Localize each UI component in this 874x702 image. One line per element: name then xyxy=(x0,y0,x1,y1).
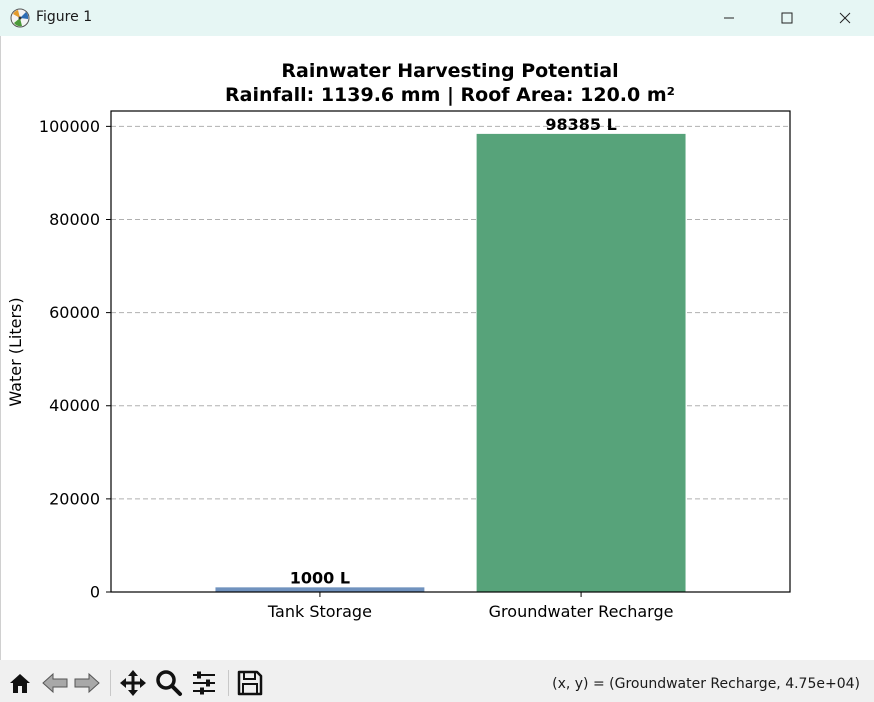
minimize-button[interactable] xyxy=(700,0,758,36)
forward-button[interactable] xyxy=(72,668,102,698)
home-button[interactable] xyxy=(5,668,35,698)
matplotlib-icon xyxy=(10,8,30,28)
y-tick-label: 60000 xyxy=(49,303,100,322)
close-icon xyxy=(839,12,851,24)
chart-title: Rainwater Harvesting Potential xyxy=(281,60,618,82)
forward-icon xyxy=(74,672,100,694)
figure-canvas: Rainwater Harvesting Potential Rainfall:… xyxy=(0,36,874,660)
save-icon xyxy=(237,670,263,696)
y-axis-ticks: 0 20000 40000 60000 80000 100000 xyxy=(39,117,111,602)
plot-frame xyxy=(110,110,791,593)
y-tick-label: 40000 xyxy=(49,396,100,415)
pan-button[interactable] xyxy=(118,668,148,698)
toolbar-separator xyxy=(228,670,229,696)
y-axis-label: Water (Liters) xyxy=(6,297,25,406)
y-tick-label: 0 xyxy=(90,583,100,602)
bar-chart: Rainwater Harvesting Potential Rainfall:… xyxy=(6,60,791,621)
gridlines xyxy=(111,125,790,593)
configure-subplots-icon xyxy=(193,671,215,695)
bars xyxy=(215,133,686,592)
y-tick-label: 20000 xyxy=(49,489,100,508)
window-title: Figure 1 xyxy=(36,9,93,25)
x-axis-ticks: Tank Storage Groundwater Recharge xyxy=(267,592,674,621)
coordinate-readout: (x, y) = (Groundwater Recharge, 4.75e+04… xyxy=(552,676,860,692)
chart-subtitle: Rainfall: 1139.6 mm | Roof Area: 120.0 m… xyxy=(225,84,675,106)
zoom-icon xyxy=(156,670,182,696)
navigation-toolbar: (x, y) = (Groundwater Recharge, 4.75e+04… xyxy=(0,660,874,702)
x-tick-label: Tank Storage xyxy=(267,602,372,621)
bar-value-label: 1000 L xyxy=(290,568,350,587)
pan-icon xyxy=(120,670,146,696)
bar xyxy=(215,587,425,592)
save-button[interactable] xyxy=(235,668,265,698)
zoom-button[interactable] xyxy=(154,668,184,698)
back-icon xyxy=(42,672,68,694)
maximize-icon xyxy=(781,12,793,24)
y-tick-label: 100000 xyxy=(39,117,100,136)
y-tick-label: 80000 xyxy=(49,210,100,229)
maximize-button[interactable] xyxy=(758,0,816,36)
window-titlebar: Figure 1 xyxy=(0,0,874,36)
bar-value-labels: 1000 L 98385 L xyxy=(290,115,617,587)
toolbar-separator xyxy=(110,670,111,696)
close-button[interactable] xyxy=(816,0,874,36)
x-tick-label: Groundwater Recharge xyxy=(489,602,674,621)
back-button[interactable] xyxy=(40,668,70,698)
bar xyxy=(476,133,686,592)
configure-subplots-button[interactable] xyxy=(189,668,219,698)
home-icon xyxy=(10,674,30,693)
bar-value-label: 98385 L xyxy=(545,115,616,134)
minimize-icon xyxy=(724,17,734,19)
